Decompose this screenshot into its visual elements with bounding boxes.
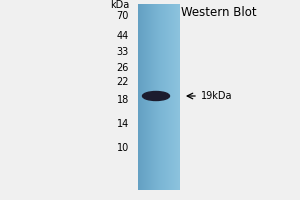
Text: 22: 22 [116, 77, 129, 87]
Text: 26: 26 [117, 63, 129, 73]
Text: 19kDa: 19kDa [201, 91, 232, 101]
Text: 70: 70 [117, 11, 129, 21]
Text: 10: 10 [117, 143, 129, 153]
Text: 18: 18 [117, 95, 129, 105]
Text: kDa: kDa [110, 0, 129, 10]
Text: 44: 44 [117, 31, 129, 41]
Ellipse shape [142, 92, 170, 100]
Text: 14: 14 [117, 119, 129, 129]
Text: Western Blot: Western Blot [181, 6, 257, 19]
Text: 33: 33 [117, 47, 129, 57]
